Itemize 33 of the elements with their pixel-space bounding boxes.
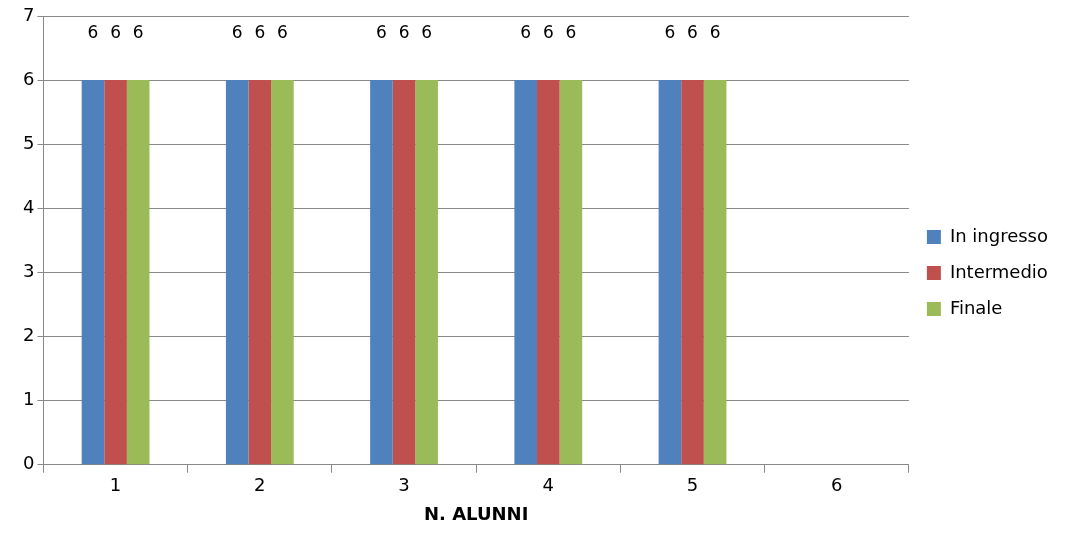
data-label: 6 (664, 22, 676, 43)
x-tick-label: 1 (109, 474, 122, 496)
data-label: 6 (276, 22, 288, 43)
x-tick-label: 4 (542, 474, 555, 496)
x-tick-label: 3 (398, 474, 410, 496)
y-tick-label: 7 (23, 3, 35, 25)
data-label: 6 (254, 22, 266, 43)
data-label: 6 (110, 22, 121, 43)
data-label: 6 (565, 22, 577, 43)
data-label: 6 (231, 22, 243, 43)
data-label: 6 (398, 22, 410, 43)
legend-label: In ingresso (949, 224, 1048, 246)
y-tick-label: 0 (23, 452, 35, 474)
data-label: 6 (709, 22, 721, 43)
x-axis-title: N. ALUNNI (423, 502, 529, 524)
y-tick-label: 1 (23, 388, 35, 410)
x-tick-label: 2 (254, 474, 266, 496)
y-tick-label: 2 (23, 324, 35, 346)
data-label: 6 (87, 22, 99, 43)
y-tick-label: 4 (23, 196, 35, 218)
y-tick-label: 3 (23, 260, 35, 282)
y-tick-label: 6 (23, 67, 35, 89)
legend-label: Intermedio (949, 260, 1048, 282)
data-label: 6 (542, 22, 554, 43)
data-label: 6 (132, 22, 144, 43)
legend-label: Finale (949, 296, 1003, 318)
x-tick-label: 6 (831, 474, 843, 496)
data-label: 6 (376, 22, 387, 43)
y-tick-label: 5 (23, 131, 35, 153)
data-label: 6 (421, 22, 433, 43)
data-label: 6 (687, 22, 698, 43)
x-tick-label: 5 (686, 474, 699, 496)
data-label: 6 (520, 22, 532, 43)
